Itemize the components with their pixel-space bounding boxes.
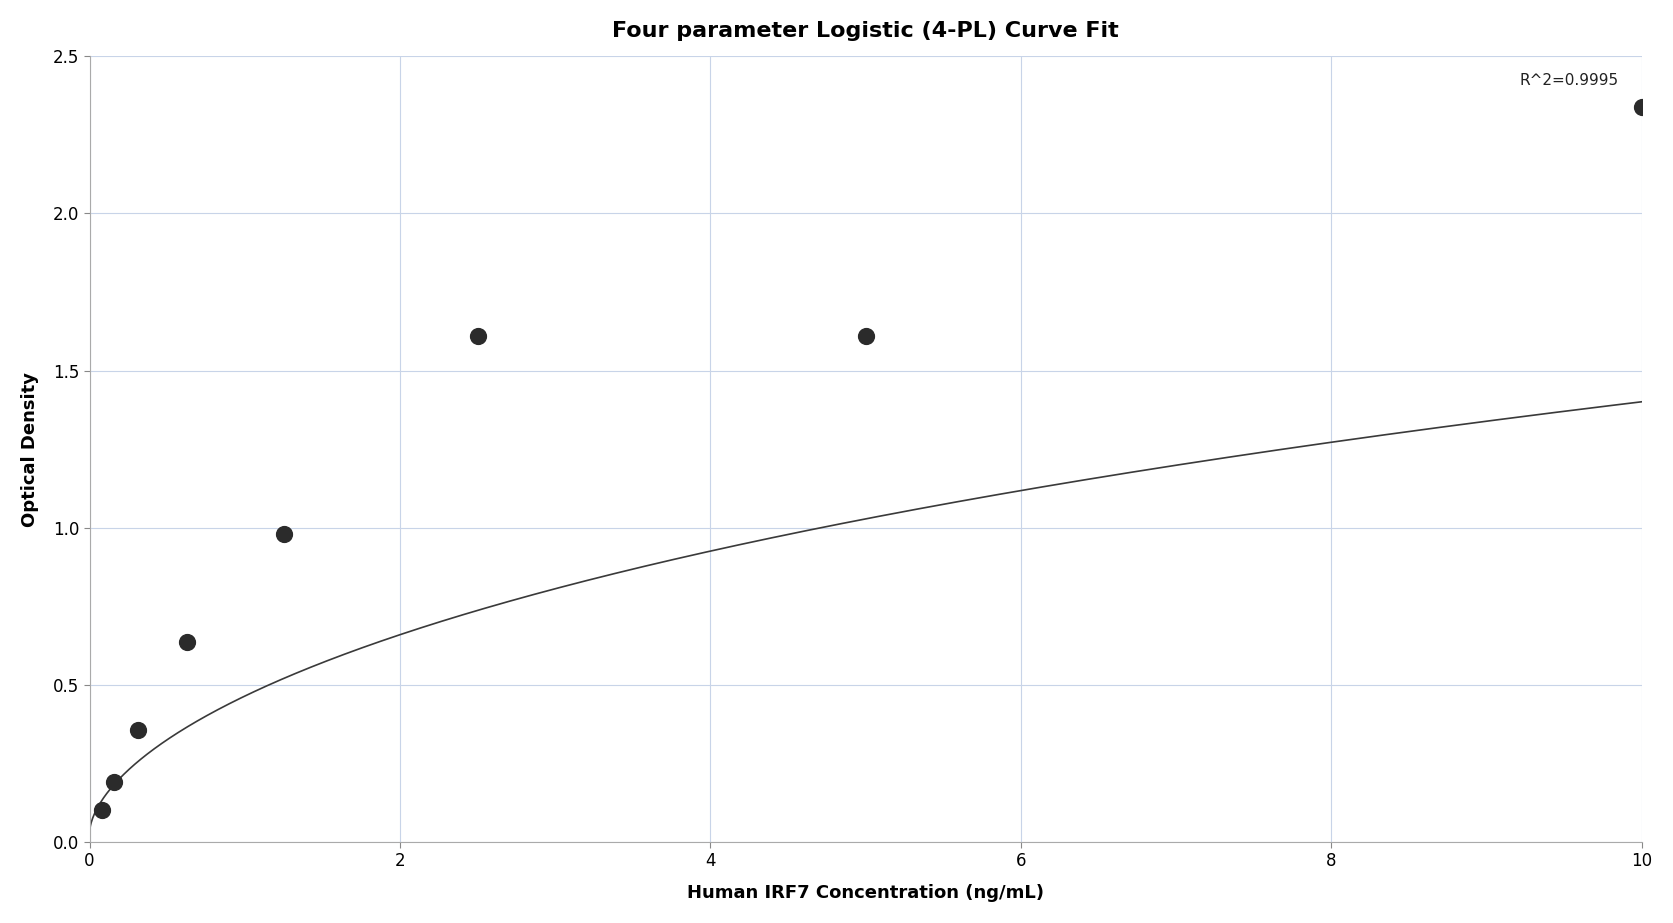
Point (89, 803, 115, 818)
Text: R^2=0.9995: R^2=0.9995 (1519, 73, 1618, 88)
Point (1628, 99, 1655, 114)
Y-axis label: Optical Density: Optical Density (20, 372, 38, 526)
X-axis label: Human IRF7 Concentration (ng/mL): Human IRF7 Concentration (ng/mL) (688, 884, 1044, 902)
Point (852, 329, 878, 343)
Title: Four parameter Logistic (4-PL) Curve Fit: Four parameter Logistic (4-PL) Curve Fit (612, 21, 1119, 41)
Point (172, 635, 199, 650)
Point (463, 329, 490, 343)
Point (125, 723, 152, 737)
Point (100, 774, 127, 789)
Point (269, 526, 296, 541)
